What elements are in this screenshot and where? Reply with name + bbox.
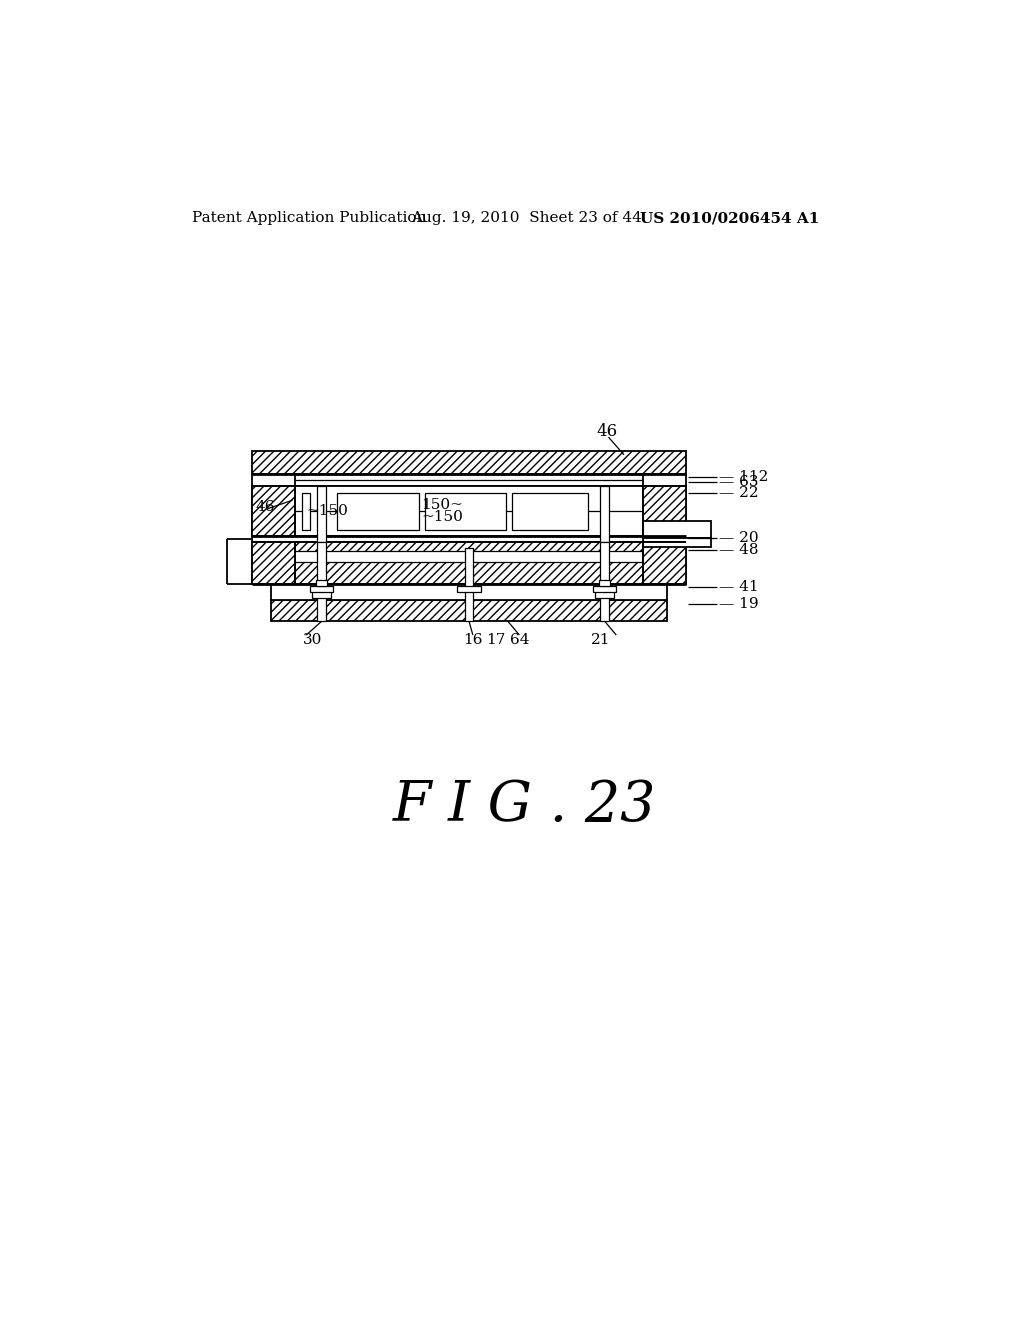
Text: 150~: 150~ [421,498,463,512]
Bar [600,585,609,622]
Text: 46: 46 [596,424,617,441]
Text: Patent Application Publication: Patent Application Publication [191,211,426,226]
Text: ~150: ~150 [306,504,348,517]
Bar [601,524,607,535]
Bar [252,487,686,536]
Bar [595,587,614,598]
Text: — 48: — 48 [719,543,758,557]
Bar [600,487,609,541]
Bar [252,536,686,541]
Bar [252,487,295,536]
Text: Aug. 19, 2010  Sheet 23 of 44: Aug. 19, 2010 Sheet 23 of 44 [411,211,642,226]
Text: 64: 64 [510,634,529,647]
Bar [252,451,686,474]
Bar [643,487,686,536]
Bar [600,543,609,585]
Bar [458,586,480,591]
Bar [317,487,327,541]
Bar [252,543,686,585]
Bar [337,492,419,531]
Bar [318,524,325,535]
Bar [271,599,667,622]
Text: 16: 16 [463,634,482,647]
Text: 17: 17 [486,634,506,647]
Text: — 41: — 41 [719,581,758,594]
Bar [317,543,327,585]
Bar [316,579,328,586]
Bar [425,492,506,531]
Text: US 2010/0206454 A1: US 2010/0206454 A1 [640,211,819,226]
Bar [593,586,616,591]
Text: — 63: — 63 [719,475,758,488]
Bar [295,487,643,536]
Text: — 19: — 19 [719,597,758,611]
Bar [599,579,610,586]
Bar [643,543,686,585]
Text: ~150: ~150 [421,511,463,524]
Bar [295,552,643,562]
Bar [643,539,711,548]
Text: — 20: — 20 [719,531,758,545]
Bar [310,586,334,591]
Bar [312,587,331,598]
Text: 46: 46 [255,500,274,515]
Bar [252,474,686,487]
Bar [271,585,667,599]
Text: 21: 21 [591,634,610,647]
Text: — 112: — 112 [719,470,768,484]
Bar [643,521,711,539]
Bar [317,585,327,622]
Bar [252,543,295,585]
Text: F I G . 23: F I G . 23 [393,777,656,833]
Text: 30: 30 [303,634,323,647]
Text: — 22: — 22 [719,486,758,499]
Bar [465,548,473,622]
Bar [512,492,588,531]
Bar [302,492,310,531]
